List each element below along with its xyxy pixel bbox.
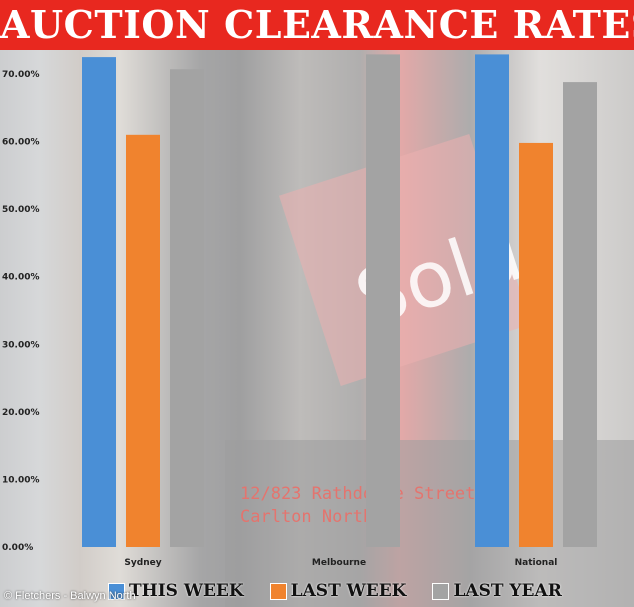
legend-label-last-week: LAST WEEK bbox=[290, 581, 407, 601]
y-tick-label: 30.00% bbox=[2, 340, 40, 350]
legend-swatch-last-year bbox=[432, 582, 450, 600]
legend-swatch-last-week bbox=[269, 582, 287, 600]
legend: THIS WEEK LAST WEEK LAST YEAR bbox=[108, 578, 562, 604]
legend-swatch-this-week bbox=[108, 582, 125, 600]
y-tick-label: 10.00% bbox=[2, 475, 40, 485]
legend-label-last-year: LAST YEAR bbox=[453, 581, 562, 601]
legend-label-this-week: THIS WEEK bbox=[129, 581, 244, 601]
legend-item-last-week: LAST WEEK bbox=[269, 581, 407, 601]
bar-last-year-sydney bbox=[170, 69, 204, 547]
y-tick-label: 60.00% bbox=[2, 138, 40, 148]
x-category-label: National bbox=[515, 558, 558, 568]
bar-last-year-national bbox=[563, 82, 597, 547]
y-tick-label: 50.00% bbox=[2, 205, 40, 215]
sign-address-line2: Carlton North bbox=[240, 507, 374, 527]
y-tick-label: 0.00% bbox=[2, 543, 33, 553]
y-tick-label: 40.00% bbox=[2, 273, 40, 283]
y-tick-label: 70.00% bbox=[2, 70, 40, 80]
sign-address-line1: 12/823 Rathdowne Street, bbox=[240, 484, 486, 504]
sign-address: 12/823 Rathdowne Street, Carlton North bbox=[240, 483, 500, 529]
chart-title: AUCTION CLEARANCE RATES bbox=[0, 0, 634, 50]
y-tick-label: 20.00% bbox=[2, 408, 40, 418]
x-category-label: Sydney bbox=[124, 558, 161, 568]
bar-last-year-melbourne bbox=[366, 54, 400, 547]
legend-item-this-week: THIS WEEK bbox=[108, 581, 244, 601]
bar-this-week-national bbox=[475, 54, 509, 547]
x-category-label: Melbourne bbox=[312, 558, 366, 568]
photo-credit: © Fletchers - Balwyn North bbox=[4, 590, 136, 602]
legend-item-last-year: LAST YEAR bbox=[432, 581, 562, 601]
bar-last-week-sydney bbox=[126, 134, 160, 548]
bar-chart: 0.00% 10.00% 20.00% 30.00% 40.00% 50.00% 60.00… bbox=[2, 54, 597, 568]
bar-this-week-sydney bbox=[82, 57, 116, 547]
bar-last-week-national bbox=[519, 142, 553, 547]
